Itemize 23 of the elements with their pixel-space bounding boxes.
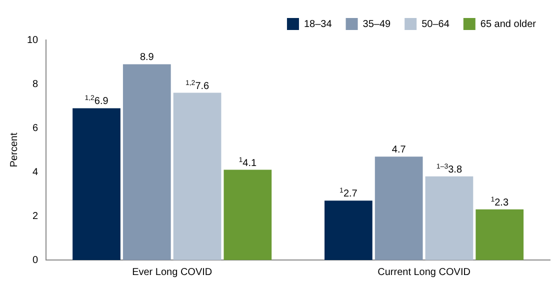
bar xyxy=(173,92,222,260)
y-axis-title: Percent xyxy=(8,132,20,168)
data-label: 4.7 xyxy=(392,144,406,156)
bar xyxy=(324,200,372,260)
y-tick-label: 0 xyxy=(32,254,39,266)
y-tick-label: 8 xyxy=(32,78,39,90)
y-tick-label: 10 xyxy=(27,34,39,46)
bar xyxy=(425,176,474,260)
x-tick-label: Ever Long COVID xyxy=(132,266,212,278)
y-tick-label: 6 xyxy=(32,122,39,134)
x-tick-label: Current Long COVID xyxy=(378,266,470,278)
bar xyxy=(72,108,120,260)
bar xyxy=(224,170,272,260)
legend-label: 50–64 xyxy=(422,18,450,30)
data-label: 8.9 xyxy=(140,52,154,64)
y-tick-label: 4 xyxy=(32,166,39,178)
legend-label: 35–49 xyxy=(362,18,392,30)
legend-label: 65 and older xyxy=(480,18,537,30)
legend-label: 18–34 xyxy=(304,18,332,30)
y-tick-label: 2 xyxy=(32,210,39,222)
bar xyxy=(122,64,171,260)
bar xyxy=(374,156,423,260)
bar xyxy=(476,209,524,260)
